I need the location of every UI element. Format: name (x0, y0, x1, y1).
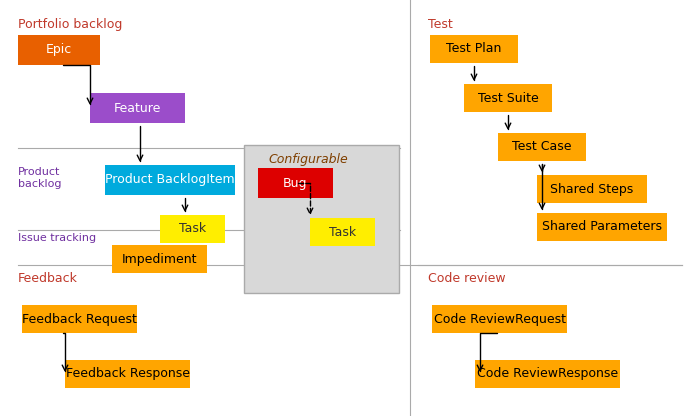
Text: Shared Parameters: Shared Parameters (542, 220, 662, 233)
Bar (430, 35, 518, 63)
Text: Test Case: Test Case (512, 141, 572, 154)
Bar (537, 213, 667, 241)
Bar (244, 145, 399, 293)
Text: Product BacklogItem: Product BacklogItem (105, 173, 235, 186)
Text: Task: Task (329, 225, 356, 238)
Text: Code review: Code review (428, 272, 505, 285)
Text: Feature: Feature (114, 102, 161, 114)
Bar (65, 360, 190, 388)
Bar (105, 165, 235, 195)
Bar (90, 93, 185, 123)
Text: Test Plan: Test Plan (447, 42, 502, 55)
Text: Bug: Bug (284, 176, 308, 190)
Bar (464, 84, 552, 112)
Bar (310, 218, 375, 246)
Text: Shared Steps: Shared Steps (550, 183, 634, 196)
Text: Feedback Request: Feedback Request (22, 312, 137, 325)
Bar (258, 168, 333, 198)
Bar (537, 175, 647, 203)
Bar (475, 360, 620, 388)
Text: Feedback: Feedback (18, 272, 78, 285)
Bar (18, 35, 100, 65)
Text: Configurable: Configurable (268, 153, 348, 166)
Text: Product
backlog: Product backlog (18, 167, 62, 189)
Bar (160, 215, 225, 243)
Bar (22, 305, 137, 333)
Bar (432, 305, 567, 333)
Bar (498, 133, 586, 161)
Text: Feedback Response: Feedback Response (66, 367, 190, 381)
Text: Code ReviewResponse: Code ReviewResponse (477, 367, 618, 381)
Text: Impediment: Impediment (122, 253, 197, 265)
Text: Issue tracking: Issue tracking (18, 233, 96, 243)
Text: Epic: Epic (46, 44, 72, 57)
Bar (112, 245, 207, 273)
Text: Task: Task (179, 223, 206, 235)
Text: Portfolio backlog: Portfolio backlog (18, 18, 122, 31)
Text: Test: Test (428, 18, 453, 31)
Text: Code ReviewRequest: Code ReviewRequest (433, 312, 566, 325)
Text: Test Suite: Test Suite (477, 92, 538, 104)
